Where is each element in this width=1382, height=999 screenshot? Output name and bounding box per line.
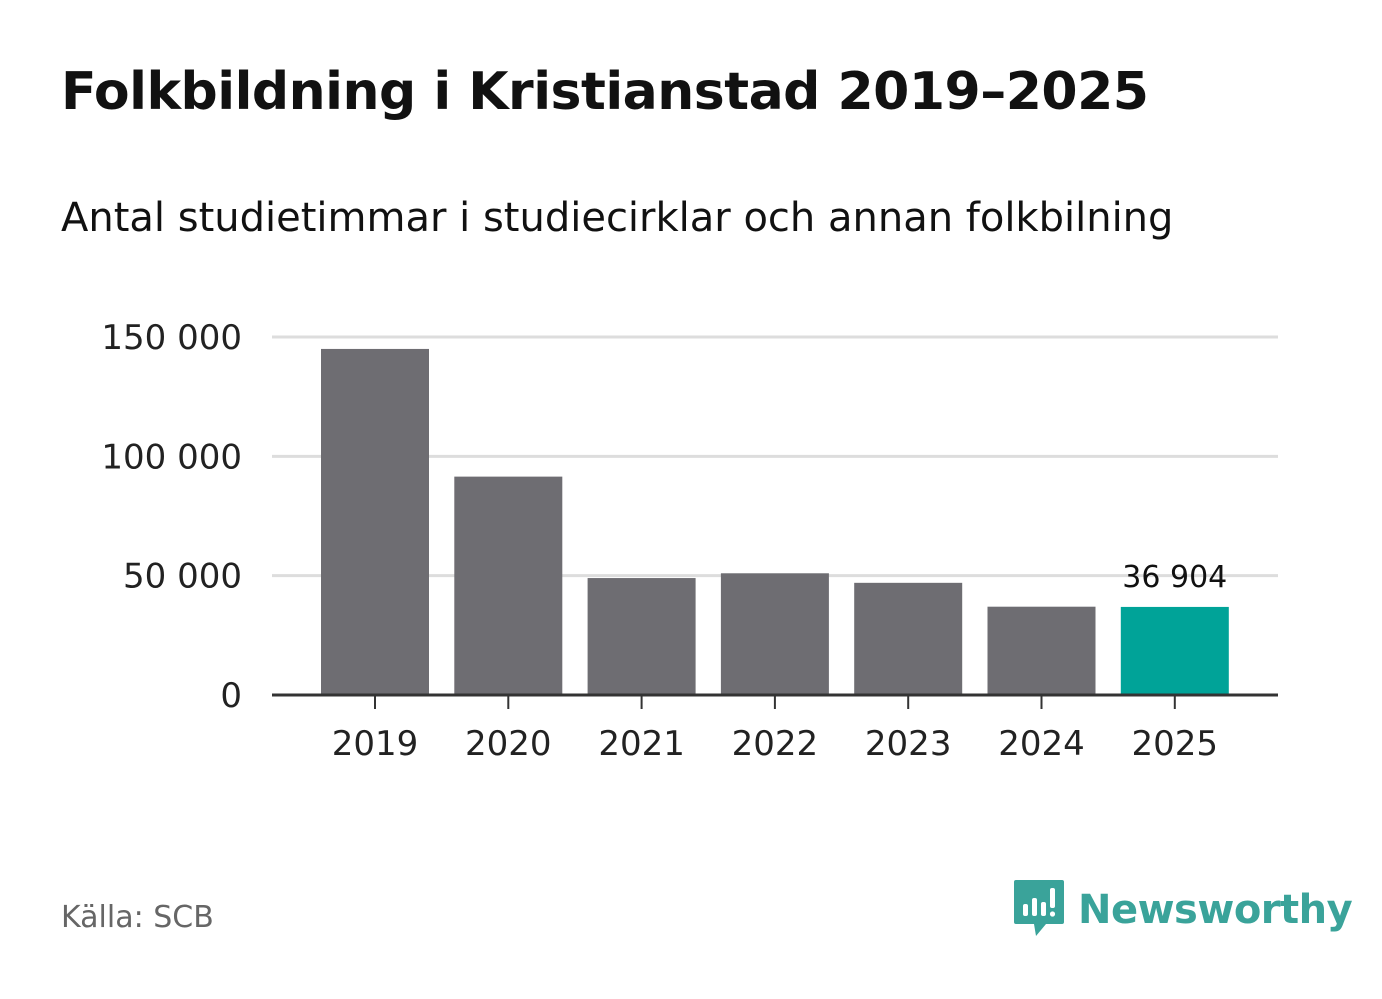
bar-2021[interactable] bbox=[587, 578, 696, 695]
x-axis bbox=[272, 693, 1278, 709]
x-tick-label: 2024 bbox=[998, 724, 1085, 764]
y-tick-label: 150 000 bbox=[101, 318, 242, 358]
x-tick-label: 2025 bbox=[1132, 724, 1219, 764]
chart-subtitle: Antal studietimmar i studiecirklar och a… bbox=[61, 195, 1174, 241]
x-tick-label: 2020 bbox=[465, 724, 552, 764]
source-note: Källa: SCB bbox=[61, 900, 214, 935]
x-tick-label: 2021 bbox=[598, 724, 685, 764]
bar-2022[interactable] bbox=[720, 573, 829, 695]
x-tick-label: 2019 bbox=[332, 724, 419, 764]
brand-name: Newsworthy bbox=[1078, 887, 1353, 933]
bar-2025[interactable] bbox=[1120, 606, 1229, 695]
y-tick-label: 50 000 bbox=[123, 557, 242, 597]
data-labels: 36 904 bbox=[1122, 560, 1227, 595]
bar-2020[interactable] bbox=[454, 476, 563, 695]
x-tick-label: 2022 bbox=[732, 724, 819, 764]
bar-2023[interactable] bbox=[854, 582, 963, 695]
newsworthy-logo-icon bbox=[1012, 878, 1066, 942]
bar-2024[interactable] bbox=[987, 606, 1096, 695]
y-tick-labels: 0 50 000 100 000 150 000 bbox=[101, 318, 242, 716]
y-tick-label: 0 bbox=[220, 676, 242, 716]
y-tick-label: 100 000 bbox=[101, 437, 242, 477]
brand-logo[interactable]: Newsworthy bbox=[1012, 878, 1353, 942]
bars bbox=[321, 348, 1229, 695]
chart-title: Folkbildning i Kristianstad 2019–2025 bbox=[61, 62, 1149, 122]
data-label-2025: 36 904 bbox=[1122, 560, 1227, 595]
x-tick-labels: 2019 2020 2021 2022 2023 2024 2025 bbox=[332, 724, 1218, 764]
x-tick-label: 2023 bbox=[865, 724, 952, 764]
bar-2019[interactable] bbox=[321, 348, 429, 695]
